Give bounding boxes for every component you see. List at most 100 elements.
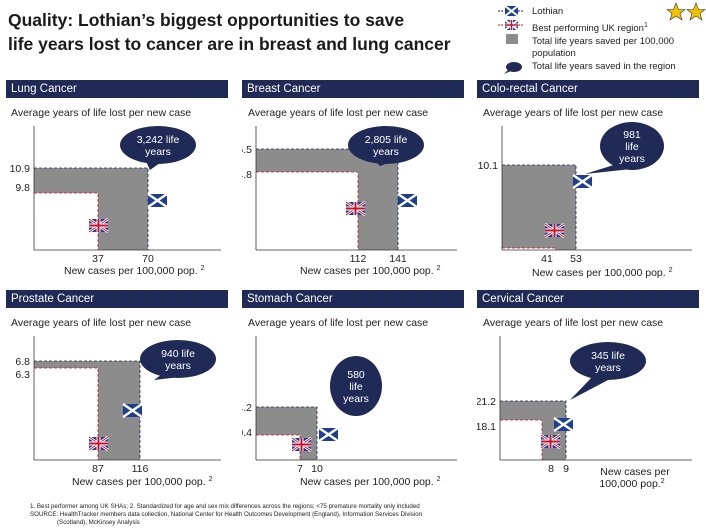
callout-text: 981 bbox=[623, 129, 641, 141]
uk-best-flag-icon bbox=[544, 222, 565, 239]
x-tick-label: 7 bbox=[297, 463, 303, 475]
x-axis-label: New cases per 100,000 pop. 2 bbox=[300, 265, 441, 277]
x-axis-label: New cases per bbox=[600, 466, 670, 478]
callout-text: 2,805 life bbox=[365, 134, 408, 146]
legend-uk-best-text: Best performing UK region bbox=[532, 23, 644, 35]
uk-best-line bbox=[34, 192, 99, 250]
panel-breast: Breast Cancer Average years of life lost… bbox=[242, 80, 464, 290]
page-title-line-2: life years lost to cancer are in breast … bbox=[8, 34, 451, 54]
x-tick-label: 37 bbox=[92, 253, 104, 265]
x-axis-label: New cases per 100,000 pop. 2 bbox=[64, 265, 205, 277]
panel-title: Breast Cancer bbox=[242, 80, 464, 98]
x-tick-label: 9 bbox=[563, 463, 569, 475]
lothian-flag-icon bbox=[147, 193, 168, 208]
uk-best-line bbox=[502, 247, 556, 250]
x-axis-label: New cases per 100,000 pop. 2 bbox=[72, 476, 213, 488]
chart-cervical: Average years of life lost per new case 2… bbox=[477, 317, 692, 490]
x-tick-label: 70 bbox=[142, 253, 154, 265]
x-tick-label: 87 bbox=[92, 463, 104, 475]
life-years-area bbox=[256, 407, 317, 460]
legend-uk-best-sup: 1 bbox=[643, 22, 648, 29]
life-years-area bbox=[256, 149, 398, 250]
life-years-area bbox=[502, 165, 576, 250]
panel-lung: Lung Cancer Average years of life lost p… bbox=[6, 80, 228, 290]
callout-text: years bbox=[165, 360, 191, 372]
chart-prostate: Average years of life lost per new case 6… bbox=[11, 317, 221, 488]
chart-colorectal: Average years of life lost per new case 1… bbox=[478, 107, 692, 279]
legend-uk-best-label: Best performing UK region1 bbox=[532, 20, 648, 35]
panel-title: Lung Cancer bbox=[6, 80, 228, 98]
legend-area-label-1: Total life years saved per 100,000 bbox=[532, 36, 675, 47]
callout-text: years bbox=[619, 153, 645, 165]
lothian-line bbox=[34, 360, 141, 460]
chart-breast: Average years of life lost per new case 1… bbox=[242, 107, 457, 277]
legend-uk-flag-icon bbox=[498, 19, 524, 31]
y-tick-label: 10.1 bbox=[478, 160, 499, 172]
uk-best-line bbox=[256, 171, 359, 250]
legend-lothian-icon bbox=[498, 5, 524, 17]
panel-title: Cervical Cancer bbox=[477, 290, 699, 308]
y-axis-label: Average years of life lost per new case bbox=[248, 107, 428, 119]
lothian-flag-icon bbox=[122, 403, 143, 418]
lothian-flag-icon bbox=[318, 427, 339, 442]
x-tick-label: 141 bbox=[389, 253, 407, 265]
legend-area-label-2: population bbox=[532, 48, 576, 59]
lothian-flag-icon bbox=[553, 417, 574, 432]
footnote-1: 1. Best performer among UK SHAs; 2. Stan… bbox=[30, 503, 420, 510]
panel-title: Prostate Cancer bbox=[6, 290, 228, 308]
panel-title: Colo-rectal Cancer bbox=[477, 80, 699, 98]
callout-text: 580 bbox=[347, 369, 365, 381]
footnote-source-2: (Scotland), McKinsey Analysis bbox=[57, 519, 140, 526]
page-title: Quality: Lothian’s biggest opportunities… bbox=[8, 8, 451, 56]
uk-best-flag-icon bbox=[540, 433, 561, 450]
y-axis-label: Average years of life lost per new case bbox=[248, 317, 428, 329]
lothian-line bbox=[256, 406, 318, 460]
callout-text: years bbox=[343, 393, 369, 405]
uk-best-flag-icon bbox=[345, 200, 366, 217]
y-tick-label: 10.9 bbox=[10, 163, 31, 175]
y-tick-label: 21.2 bbox=[477, 396, 496, 408]
callout-text: 345 life bbox=[591, 350, 625, 362]
x-axis-label: New cases per 100,000 pop. 2 bbox=[300, 476, 441, 488]
footnote-source-1: SOURCE: HealthTracker members data colle… bbox=[30, 511, 423, 518]
legend-callout-icon bbox=[504, 62, 522, 74]
life-years-area bbox=[34, 361, 140, 460]
y-tick-label: 16.5 bbox=[242, 144, 252, 156]
y-axis-label: Average years of life lost per new case bbox=[11, 317, 191, 329]
x-tick-label: 8 bbox=[548, 463, 554, 475]
panel-stomach: Stomach Cancer Average years of life los… bbox=[242, 290, 464, 500]
lothian-line bbox=[34, 167, 149, 250]
legend-callout-label: Total life years saved in the region bbox=[532, 61, 676, 72]
callout-text: 3,242 life bbox=[137, 134, 180, 146]
x-axis-label: 100,000 pop.2 bbox=[599, 478, 664, 490]
lothian-flag-icon bbox=[572, 174, 593, 189]
y-axis-label: Average years of life lost per new case bbox=[483, 317, 663, 329]
uk-best-line bbox=[256, 434, 301, 460]
y-tick-label: 9.8 bbox=[15, 182, 30, 194]
x-axis-label: New cases per 100,000 pop. 2 bbox=[532, 267, 673, 279]
callout-text: years bbox=[595, 362, 621, 374]
lothian-line bbox=[502, 164, 577, 250]
callout-text: life bbox=[349, 381, 363, 393]
legend-area-swatch bbox=[506, 34, 518, 44]
x-tick-label: 10 bbox=[311, 463, 323, 475]
panel-title: Stomach Cancer bbox=[242, 290, 464, 308]
uk-best-line bbox=[500, 419, 543, 460]
lothian-flag-icon bbox=[397, 193, 418, 208]
footnotes: 1. Best performer among UK SHAs; 2. Stan… bbox=[30, 503, 500, 527]
callout-text: life bbox=[625, 141, 639, 153]
uk-best-flag-icon bbox=[291, 436, 312, 453]
uk-best-flag-icon bbox=[88, 217, 109, 234]
y-tick-label: 6.8 bbox=[15, 356, 30, 368]
uk-best-line bbox=[34, 367, 99, 460]
lothian-line bbox=[500, 400, 567, 460]
uk-best-flag-icon bbox=[88, 435, 109, 452]
y-axis-label: Average years of life lost per new case bbox=[11, 107, 191, 119]
panel-cervical: Cervical Cancer Average years of life lo… bbox=[477, 290, 699, 500]
